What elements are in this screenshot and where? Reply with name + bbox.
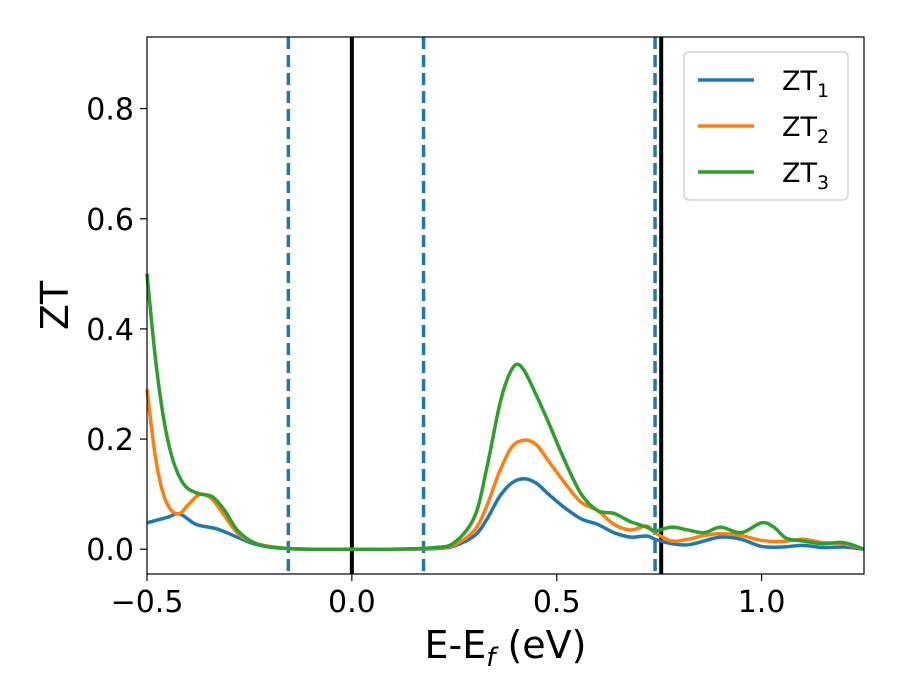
plot-frame bbox=[146, 36, 865, 575]
legend: ZT1 ZT2 ZT3 bbox=[683, 51, 849, 201]
legend-label-zt1: ZT1 bbox=[782, 66, 829, 102]
y-tick-label: 0.8 bbox=[86, 93, 134, 128]
y-tick-label: 0.0 bbox=[86, 533, 134, 568]
x-axis-title-unit: (eV) bbox=[495, 623, 586, 667]
y-tick-label: 0.6 bbox=[86, 203, 134, 238]
y-axis: 0.0 0.2 0.4 0.6 0.8 bbox=[86, 93, 147, 568]
legend-label-zt3: ZT3 bbox=[782, 158, 829, 194]
series-line-zt3 bbox=[145, 273, 865, 552]
series-line-zt2 bbox=[145, 389, 865, 552]
x-tick-label: 1.0 bbox=[738, 585, 786, 620]
y-tick-label: 0.4 bbox=[86, 313, 134, 348]
x-axis-title: E-Ef (eV) bbox=[425, 623, 587, 673]
x-tick-label: 0.5 bbox=[533, 585, 581, 620]
legend-box bbox=[683, 51, 849, 201]
y-axis-title: ZT bbox=[33, 280, 77, 330]
x-axis: −0.5 0.0 0.5 1.0 bbox=[111, 574, 786, 620]
y-tick-label: 0.2 bbox=[86, 423, 134, 458]
x-axis-title-main: E-E bbox=[425, 623, 487, 667]
vertical-lines bbox=[286, 37, 664, 574]
x-tick-label: −0.5 bbox=[111, 585, 184, 620]
legend-label-zt2: ZT2 bbox=[782, 112, 829, 148]
series-lines bbox=[145, 273, 865, 552]
x-tick-label: 0.0 bbox=[328, 585, 376, 620]
